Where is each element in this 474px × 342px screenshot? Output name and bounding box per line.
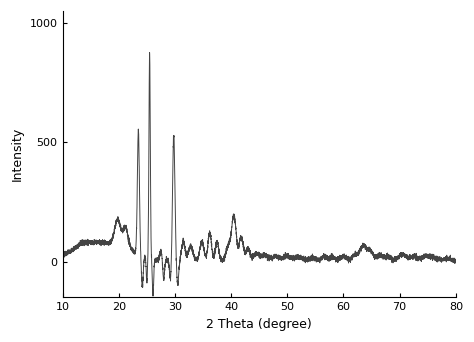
- X-axis label: 2 Theta (degree): 2 Theta (degree): [206, 318, 312, 331]
- Y-axis label: Intensity: Intensity: [11, 127, 24, 181]
